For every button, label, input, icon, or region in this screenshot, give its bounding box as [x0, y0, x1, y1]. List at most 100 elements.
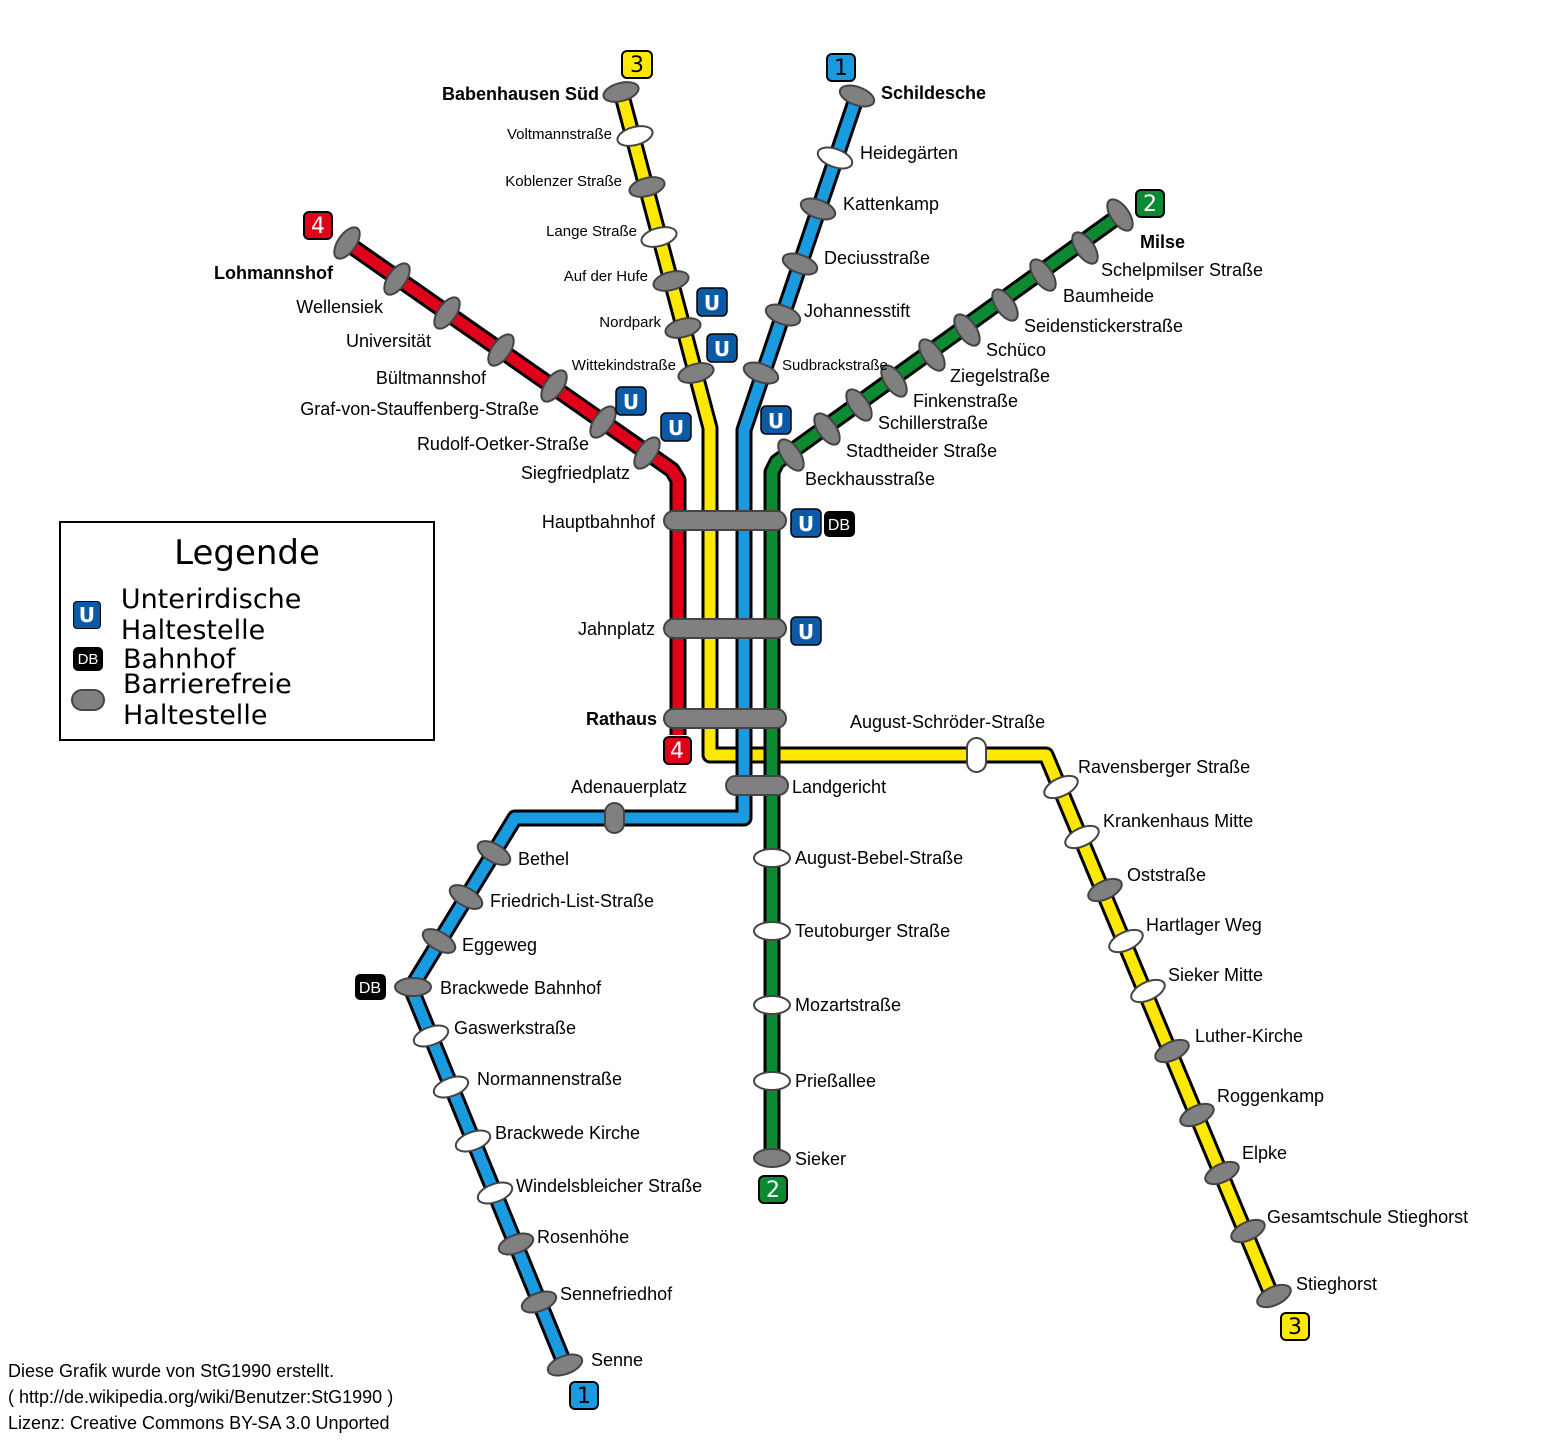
station-babenhausen-sued[interactable] [601, 79, 640, 106]
station-rudolf-oetker-strasse[interactable] [585, 402, 620, 442]
label-baumheide: Baumheide [1063, 286, 1154, 306]
station-priessallee[interactable] [753, 1071, 791, 1091]
label-brackwede-bahnhof: Brackwede Bahnhof [440, 978, 602, 998]
station-friedrich-list-strasse[interactable] [446, 880, 486, 914]
station-baumheide[interactable] [1025, 255, 1060, 295]
station-graf-von-stauffenberg-strasse[interactable] [536, 366, 571, 406]
line-4-track [342, 236, 687, 735]
station-sudbrackstrasse[interactable] [741, 358, 781, 387]
station-rathaus[interactable] [663, 708, 787, 729]
station-deciusstrasse[interactable] [780, 249, 820, 278]
station-stieghorst[interactable] [1254, 1280, 1294, 1312]
station-siegfriedplatz[interactable] [629, 433, 664, 473]
station-wittekindstrasse[interactable] [676, 360, 715, 387]
label-wellensiek: Wellensiek [296, 297, 384, 317]
u-icon: U [660, 412, 692, 442]
u-icon: U [760, 405, 792, 435]
label-eggeweg: Eggeweg [462, 935, 537, 955]
station-normannenstrasse[interactable] [431, 1072, 471, 1101]
station-hauptbahnhof[interactable] [663, 510, 787, 531]
station-finkenstrasse[interactable] [876, 361, 911, 401]
label-sudbrackstrasse: Sudbrackstraße [782, 357, 888, 374]
station-roggenkamp[interactable] [1177, 1099, 1217, 1131]
station-adenauerplatz[interactable] [604, 802, 625, 834]
station-lange-strasse[interactable] [639, 224, 678, 251]
station-ravensberger-strasse[interactable] [1041, 771, 1081, 803]
station-johannesstift[interactable] [763, 300, 803, 329]
label-rudolf-oetker-strasse: Rudolf-Oetker-Straße [417, 434, 589, 454]
legend-item-underground: U Unterirdische Haltestelle [71, 584, 433, 646]
station-seidenstickerstrasse[interactable] [987, 285, 1022, 325]
station-wellensiek[interactable] [379, 259, 414, 299]
label-sennefriedhof: Sennefriedhof [560, 1284, 673, 1304]
label-gaswerkstrasse: Gaswerkstraße [454, 1018, 576, 1038]
station-stadtheider-strasse[interactable] [809, 409, 844, 449]
label-schildesche: Schildesche [881, 83, 986, 103]
station-sieker-mitte[interactable] [1128, 975, 1168, 1007]
station-luther-kirche[interactable] [1152, 1035, 1192, 1067]
station-bethel[interactable] [474, 836, 514, 870]
label-schelpmilser-strasse: Schelpmilser Straße [1101, 260, 1263, 280]
label-schueco: Schüco [986, 340, 1046, 360]
station-koblenzer-strasse[interactable] [627, 174, 666, 201]
station-august-bebel-strasse[interactable] [753, 848, 791, 868]
credit-notice: Diese Grafik wurde von StG1990 erstellt.… [8, 1358, 393, 1436]
station-bueltmannshof[interactable] [483, 330, 518, 370]
svg-text:DB: DB [828, 517, 850, 534]
u-icon: U [706, 333, 738, 363]
station-ziegelstrasse[interactable] [914, 335, 949, 375]
station-schillerstrasse[interactable] [841, 385, 876, 425]
station-landgericht[interactable] [725, 775, 789, 796]
station-sieker[interactable] [753, 1148, 791, 1168]
station-oststrasse[interactable] [1085, 874, 1125, 906]
station-gaswerkstrasse[interactable] [411, 1021, 451, 1050]
line-1-badge-north: 1 [826, 53, 856, 82]
label-priessallee: Prießallee [795, 1071, 876, 1091]
label-schillerstrasse: Schillerstraße [878, 413, 988, 433]
station-rosenhoehe[interactable] [496, 1229, 536, 1258]
station-schelpmilser-strasse[interactable] [1067, 228, 1102, 268]
line-1-track [402, 93, 866, 1369]
station-krankenhaus-mitte[interactable] [1062, 821, 1102, 853]
station-voltmannstrasse[interactable] [615, 123, 654, 150]
label-brackwede-kirche: Brackwede Kirche [495, 1123, 640, 1143]
label-rosenhoehe: Rosenhöhe [537, 1227, 629, 1247]
station-schildesche[interactable] [837, 81, 877, 110]
station-brackwede-kirche[interactable] [453, 1126, 493, 1155]
svg-text:4: 4 [670, 739, 684, 764]
station-schueco[interactable] [949, 310, 984, 350]
station-mozartstrasse[interactable] [753, 995, 791, 1015]
line-4-badge-south: 4 [663, 736, 692, 765]
station-auf-der-hufe[interactable] [651, 268, 690, 295]
station-jahnplatz[interactable] [663, 618, 787, 639]
label-krankenhaus-mitte: Krankenhaus Mitte [1103, 811, 1253, 831]
label-ravensberger-strasse: Ravensberger Straße [1078, 757, 1250, 777]
station-brackwede-bahnhof[interactable] [394, 977, 432, 997]
station-senne[interactable] [545, 1350, 585, 1379]
label-nordpark: Nordpark [599, 314, 661, 331]
u-icon: U [615, 386, 647, 416]
station-sennefriedhof[interactable] [519, 1287, 559, 1316]
label-august-bebel-strasse: August-Bebel-Straße [795, 848, 963, 868]
station-teutoburger-strasse[interactable] [753, 921, 791, 941]
station-kattenkamp[interactable] [798, 194, 838, 223]
line-badges: 3 1 4 2 4 2 3 1 [303, 50, 1310, 1410]
station-hartlager-weg[interactable] [1106, 925, 1146, 957]
u-icon: U [790, 616, 822, 646]
station-nordpark[interactable] [663, 315, 702, 342]
trunk-stops [604, 510, 987, 834]
credit-link[interactable]: ( http://de.wikipedia.org/wiki/Benutzer:… [8, 1387, 394, 1407]
station-august-schroeder-strasse[interactable] [966, 737, 987, 773]
station-milse[interactable] [1102, 195, 1137, 235]
station-elpke[interactable] [1202, 1157, 1242, 1189]
station-windelsbleicher-strasse[interactable] [475, 1178, 515, 1207]
label-rathaus: Rathaus [586, 709, 657, 729]
svg-text:U: U [623, 390, 639, 414]
station-heidegaerten[interactable] [815, 143, 855, 172]
legend-label: Barrierefreie Haltestelle [123, 669, 292, 731]
station-beckhausstrasse[interactable] [773, 435, 808, 475]
station-eggeweg[interactable] [419, 924, 459, 958]
station-universitaet[interactable] [429, 293, 464, 333]
station-lohmannshof[interactable] [329, 223, 364, 263]
station-gesamtschule-stieghorst[interactable] [1228, 1215, 1268, 1247]
